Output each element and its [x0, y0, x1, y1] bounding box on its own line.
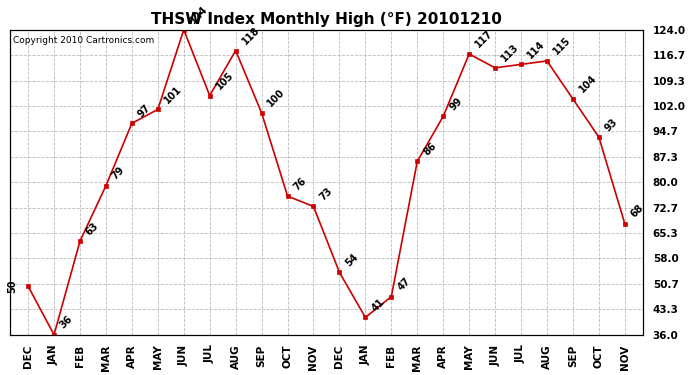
Text: 50: 50: [7, 279, 17, 293]
Text: Copyright 2010 Cartronics.com: Copyright 2010 Cartronics.com: [13, 36, 155, 45]
Text: 97: 97: [136, 102, 152, 119]
Text: 79: 79: [110, 165, 127, 182]
Text: 100: 100: [266, 87, 287, 109]
Text: 73: 73: [317, 186, 334, 202]
Text: 117: 117: [473, 28, 495, 50]
Text: 104: 104: [577, 74, 598, 95]
Text: 63: 63: [84, 220, 101, 237]
Text: 54: 54: [344, 252, 360, 268]
Text: 99: 99: [447, 96, 464, 112]
Text: 114: 114: [525, 39, 546, 60]
Text: 115: 115: [551, 35, 573, 57]
Text: 113: 113: [500, 42, 521, 64]
Text: 68: 68: [629, 203, 646, 220]
Text: 101: 101: [162, 84, 184, 105]
Text: 76: 76: [292, 175, 308, 192]
Text: 118: 118: [240, 25, 262, 46]
Text: 93: 93: [603, 116, 620, 133]
Text: 86: 86: [422, 141, 438, 157]
Text: 36: 36: [58, 314, 75, 331]
Text: 124: 124: [188, 4, 209, 26]
Text: 105: 105: [214, 70, 235, 92]
Text: 47: 47: [395, 276, 412, 292]
Title: THSW Index Monthly High (°F) 20101210: THSW Index Monthly High (°F) 20101210: [151, 12, 502, 27]
Text: 41: 41: [370, 297, 386, 313]
